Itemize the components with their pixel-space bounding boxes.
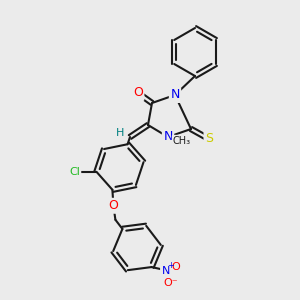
Text: O: O bbox=[109, 199, 118, 212]
Text: O: O bbox=[171, 262, 180, 272]
Text: S: S bbox=[205, 133, 213, 146]
Text: +: + bbox=[167, 261, 174, 270]
Text: N: N bbox=[161, 266, 170, 276]
Text: H: H bbox=[116, 128, 124, 138]
Text: N: N bbox=[163, 130, 173, 143]
Text: O⁻: O⁻ bbox=[163, 278, 178, 288]
Text: N: N bbox=[170, 88, 180, 101]
Text: O: O bbox=[133, 86, 143, 100]
Text: CH₃: CH₃ bbox=[173, 136, 191, 146]
Text: Cl: Cl bbox=[69, 167, 80, 177]
